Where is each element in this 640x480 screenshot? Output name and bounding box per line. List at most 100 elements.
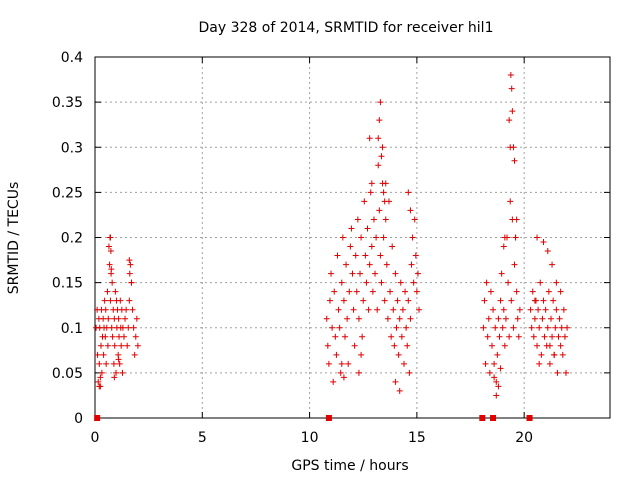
data-point [391,342,398,349]
data-point [414,270,421,277]
data-point [507,72,514,79]
data-point [326,297,333,304]
data-point [499,324,506,331]
data-point [483,279,490,286]
data-point [358,351,365,358]
data-point [351,342,358,349]
data-point [492,324,499,331]
data-point [551,351,558,358]
data-point [557,342,564,349]
data-point [558,324,565,331]
data-point [395,351,402,358]
data-point [540,297,547,304]
data-point [399,306,406,313]
data-point [508,297,515,304]
data-point [328,270,335,277]
y-axis-label: SRMTID / TECUs [6,182,22,295]
data-point [500,243,507,250]
data-point [401,360,407,367]
data-point [98,369,105,376]
data-point [101,297,108,304]
data-point [339,234,346,241]
data-point [509,108,516,115]
data-point [107,248,114,255]
x-tick-label: 20 [515,430,533,446]
data-point [379,144,386,151]
data-point [112,288,119,295]
data-point [557,288,564,295]
data-point [125,324,132,331]
y-tick-label: 0.1 [61,321,83,337]
data-point [323,315,330,322]
data-point [549,261,556,268]
data-point [511,261,518,268]
data-point [515,333,522,340]
data-point [495,383,502,390]
data-point [358,234,365,241]
data-point [536,324,543,331]
data-point [547,315,554,322]
data-point [347,243,354,250]
data-point [540,239,547,246]
data-point [126,257,133,264]
data-point [124,342,131,349]
data-point [333,351,340,358]
data-point [380,234,387,241]
data-point [355,315,362,322]
data-point [382,180,389,187]
data-point [375,135,382,142]
data-point [113,369,120,376]
x-tick-label: 0 [91,430,100,446]
data-point [482,360,489,367]
data-point [382,216,389,223]
data-point [377,99,384,106]
data-point [407,315,414,322]
data-point [413,288,420,295]
data-point [510,144,517,151]
data-point [497,297,504,304]
data-point [367,189,374,196]
x-tick-label: 5 [198,430,207,446]
data-point [380,189,387,196]
data-point [104,288,111,295]
data-point [109,333,116,340]
zero-marker [94,415,101,421]
data-point [384,315,391,322]
data-point [530,333,537,340]
data-point [405,297,412,304]
data-point [544,248,551,255]
data-point [538,351,545,358]
y-tick-label: 0.4 [61,50,83,66]
data-point [107,297,114,304]
data-point [337,369,344,376]
data-point [542,306,549,313]
data-point [368,180,375,187]
x-axis-label: GPS time / hours [291,458,408,474]
y-tick-label: 0.2 [61,231,83,247]
data-point [487,288,494,295]
data-point [325,360,332,367]
data-point [374,306,381,313]
data-point [329,324,336,331]
data-point [411,216,418,223]
data-point [544,324,551,331]
data-point [498,270,505,277]
data-point [354,216,361,223]
data-point [375,162,382,169]
data-point [563,369,570,376]
data-point [501,234,508,241]
data-point [536,360,543,367]
data-point [516,306,523,313]
data-point [110,360,117,367]
data-point [120,333,127,340]
data-point [360,297,367,304]
y-tick-label: 0.35 [52,95,83,111]
data-point [115,356,122,363]
data-point [537,279,544,286]
data-point [343,261,350,268]
data-point [554,369,561,376]
data-point [368,243,375,250]
data-point [338,279,345,286]
y-tick-label: 0.05 [52,366,83,382]
data-point [361,198,368,205]
